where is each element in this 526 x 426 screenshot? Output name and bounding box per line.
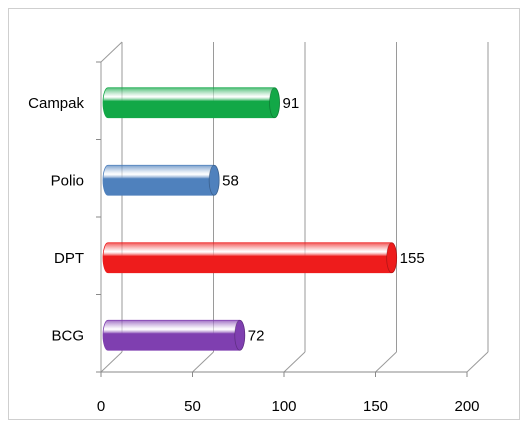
x-tick-label: 100 xyxy=(271,398,296,415)
floor-line-100 xyxy=(283,351,306,373)
bar-polio xyxy=(102,164,220,196)
bars xyxy=(102,87,398,351)
bar-cap-bcg xyxy=(234,319,246,351)
labels: 0 50 100 150 200 Campak 91 Polio 58 DPT 155 BCG 72 xyxy=(28,95,479,415)
data-label: 72 xyxy=(248,327,265,344)
side-wall-top xyxy=(100,41,123,63)
bar-dpt xyxy=(102,242,398,274)
x-tick-label: 50 xyxy=(184,398,201,415)
x-tick-label: 0 xyxy=(97,398,105,415)
bar-campak xyxy=(102,87,280,119)
category-label: Campak xyxy=(28,95,84,112)
bar-cap-dpt xyxy=(386,242,398,274)
x-tick-label: 200 xyxy=(454,398,479,415)
floor-line-50 xyxy=(192,351,214,373)
floor-line-0 xyxy=(100,351,123,373)
floor-line-150 xyxy=(375,351,397,373)
bar-cap-campak xyxy=(269,87,280,119)
data-label: 155 xyxy=(400,250,425,267)
x-tick-label: 150 xyxy=(363,398,388,415)
category-label: DPT xyxy=(54,250,84,267)
bar-cap-polio xyxy=(208,164,220,196)
chart-frame xyxy=(8,8,520,420)
data-label: 91 xyxy=(283,95,300,112)
category-label: Polio xyxy=(51,172,84,189)
data-label: 58 xyxy=(222,172,239,189)
floor-line-200 xyxy=(466,351,489,373)
axes xyxy=(96,41,468,377)
bar-bcg xyxy=(102,319,246,351)
category-label: BCG xyxy=(51,327,84,344)
